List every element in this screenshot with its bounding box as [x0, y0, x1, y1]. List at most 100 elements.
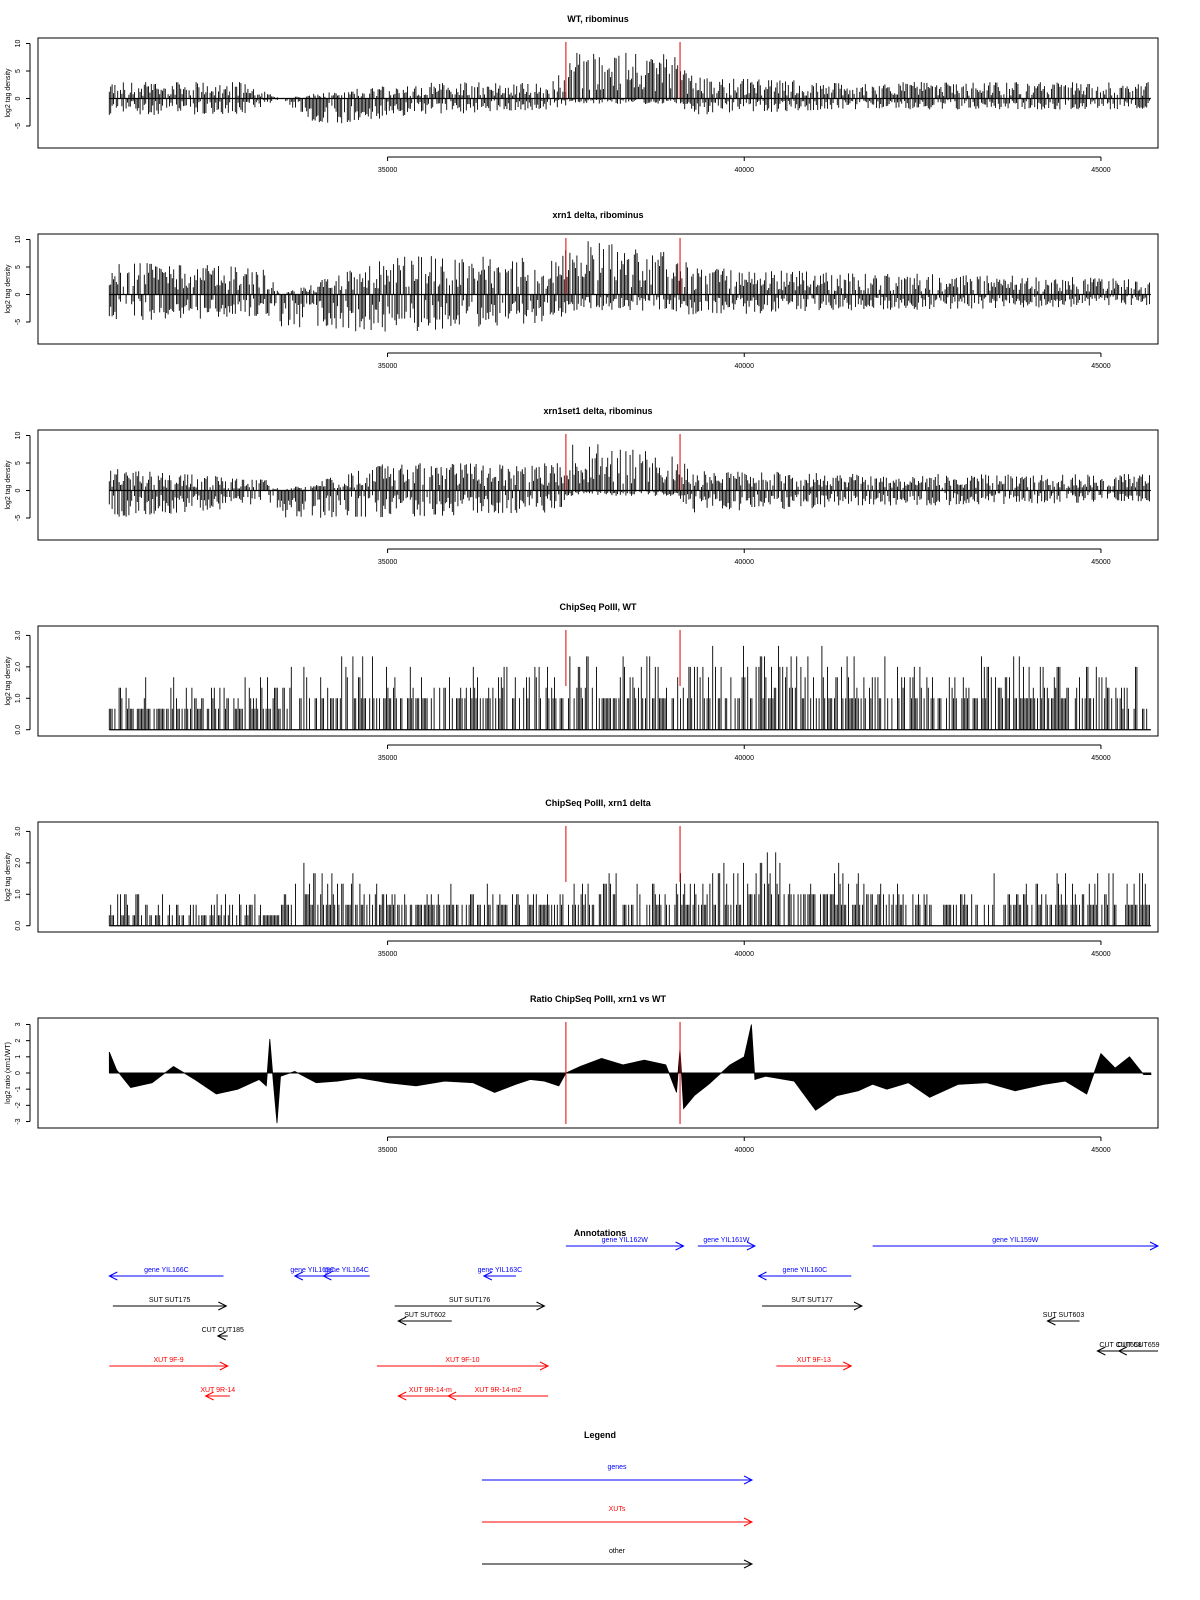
- chart-panel-2: xrn1set1 delta, ribominus -5 0 5 10 log2 tag …: [5, 406, 1159, 566]
- y-tick-label: 1: [15, 1055, 22, 1059]
- chart-title: ChipSeq PolII, WT: [560, 602, 637, 612]
- feature-arrowhead: [397, 1316, 407, 1326]
- x-tick-label: 45000: [1091, 167, 1111, 174]
- feature-label: gene YIL165C: [290, 1267, 335, 1274]
- feature-arrowhead: [1117, 1346, 1127, 1356]
- chart-title: ChipSeq PolII, xrn1 delta: [545, 798, 652, 808]
- data-series: [108, 241, 1151, 332]
- feature-label: gene YIL159W: [992, 1237, 1039, 1244]
- x-tick-label: 35000: [378, 559, 398, 566]
- legend-arrowhead: [743, 1517, 754, 1527]
- data-series: [108, 1024, 1152, 1124]
- y-tick-label: 0.0: [15, 725, 22, 735]
- legend-label: other: [609, 1548, 626, 1555]
- legend-arrowhead: [743, 1475, 754, 1485]
- y-tick-label: 2.0: [15, 858, 22, 868]
- feature-label: SUT SUT176: [449, 1297, 491, 1304]
- feature-arrowhead: [1046, 1316, 1056, 1326]
- y-tick-label: -1: [15, 1086, 22, 1092]
- data-series: [108, 444, 1151, 518]
- y-tick-label: -5: [15, 515, 22, 521]
- chart-title: Ratio ChipSeq PolII, xrn1 vs WT: [530, 994, 667, 1004]
- feature-arrowhead: [843, 1361, 853, 1371]
- y-tick-label: 0.0: [15, 921, 22, 931]
- x-tick-label: 40000: [735, 363, 755, 370]
- legend-arrowhead: [743, 1559, 754, 1569]
- feature-arrowhead: [219, 1361, 229, 1371]
- feature-arrowhead: [539, 1361, 550, 1371]
- feature-arrowhead: [293, 1271, 304, 1281]
- track-bars: [108, 444, 1150, 518]
- y-axis-label: log2 tag density: [5, 656, 12, 706]
- feature-arrowhead: [1096, 1346, 1106, 1356]
- y-tick-label: 2.0: [15, 662, 22, 672]
- x-tick-label: 35000: [378, 1147, 398, 1154]
- y-tick-label: 10: [15, 236, 22, 244]
- y-tick-label: 0: [15, 96, 22, 100]
- feature-label: gene YIL166C: [144, 1267, 189, 1274]
- feature-arrowhead: [216, 1331, 226, 1341]
- feature-arrowhead: [746, 1241, 757, 1251]
- y-tick-label: 3.0: [15, 826, 22, 836]
- feature-label: SUT SUT603: [1043, 1312, 1085, 1319]
- chart-title: WT, ribominus: [567, 14, 629, 24]
- feature-label: XUT 9F-9: [153, 1357, 183, 1364]
- feature-arrowhead: [108, 1271, 118, 1281]
- y-tick-label: 3.0: [15, 630, 22, 640]
- x-tick-label: 40000: [735, 755, 755, 762]
- feature-arrowhead: [757, 1271, 767, 1281]
- legend-label: XUTs: [609, 1506, 626, 1513]
- y-axis-label: log2 tag density: [5, 852, 12, 902]
- feature-label: XUT 9R-14-m: [409, 1387, 452, 1394]
- x-tick-label: 45000: [1091, 1147, 1111, 1154]
- x-tick-label: 35000: [378, 755, 398, 762]
- feature-arrowhead: [204, 1391, 214, 1401]
- y-tick-label: 5: [15, 69, 22, 73]
- x-tick-label: 40000: [735, 559, 755, 566]
- x-tick-label: 45000: [1091, 363, 1111, 370]
- feature-label: gene YIL161W: [703, 1237, 750, 1244]
- feature-arrowhead: [218, 1301, 228, 1311]
- x-tick-label: 45000: [1091, 951, 1111, 958]
- feature-label: SUT SUT602: [404, 1312, 446, 1319]
- feature-arrowhead: [675, 1241, 685, 1251]
- plot-frame: [37, 1017, 1159, 1129]
- y-tick-label: 5: [15, 461, 22, 465]
- feature-arrowhead: [1149, 1241, 1160, 1251]
- feature-label: CUT CUT658: [1099, 1342, 1141, 1349]
- y-tick-label: 0: [15, 1071, 22, 1075]
- chart-panel-0: WT, ribominus -5 0 5 10 log2 tag density 35000…: [5, 14, 1159, 174]
- x-tick-label: 40000: [735, 951, 755, 958]
- feature-label: XUT 9R-14-m2: [475, 1387, 522, 1394]
- feature-arrowhead: [322, 1271, 332, 1281]
- feature-label: SUT SUT175: [149, 1297, 191, 1304]
- feature-label: CUT CUT659: [1117, 1342, 1159, 1349]
- chart-panel-4: ChipSeq PolII, xrn1 delta 0.0 1.0 2.0 3.0 log…: [5, 798, 1159, 958]
- chart-panel-1: xrn1 delta, ribominus -5 0 5 10 log2 tag dens…: [5, 210, 1159, 370]
- chart-panel-5: Ratio ChipSeq PolII, xrn1 vs WT -3 -2 -1 0 1 2…: [5, 994, 1159, 1154]
- legend-label: genes: [607, 1464, 627, 1471]
- feature-label: gene YIL163C: [478, 1267, 523, 1274]
- x-tick-label: 45000: [1091, 755, 1111, 762]
- plot-frame: [37, 429, 1159, 541]
- y-tick-label: 0: [15, 292, 22, 296]
- ratio-area: [108, 1024, 1152, 1124]
- legend: Legend genes XUTs other: [482, 1430, 754, 1569]
- y-tick-label: -5: [15, 123, 22, 129]
- track-bars: [108, 645, 1148, 730]
- chart-panel-3: ChipSeq PolII, WT 0.0 1.0 2.0 3.0 log2 tag de…: [5, 602, 1159, 762]
- track-bars: [108, 852, 1150, 926]
- feature-label: gene YIL160C: [783, 1267, 828, 1274]
- y-tick-label: -2: [15, 1102, 22, 1108]
- y-tick-label: -3: [15, 1118, 22, 1124]
- plot-frame: [37, 625, 1159, 737]
- chart-title: xrn1 delta, ribominus: [552, 210, 643, 220]
- feature-arrowhead: [536, 1301, 546, 1311]
- track-bars: [108, 241, 1150, 332]
- plot-frame: [37, 821, 1159, 933]
- y-tick-label: 1.0: [15, 693, 22, 703]
- y-tick-label: 0: [15, 488, 22, 492]
- data-series: [108, 852, 1151, 927]
- y-tick-label: 5: [15, 265, 22, 269]
